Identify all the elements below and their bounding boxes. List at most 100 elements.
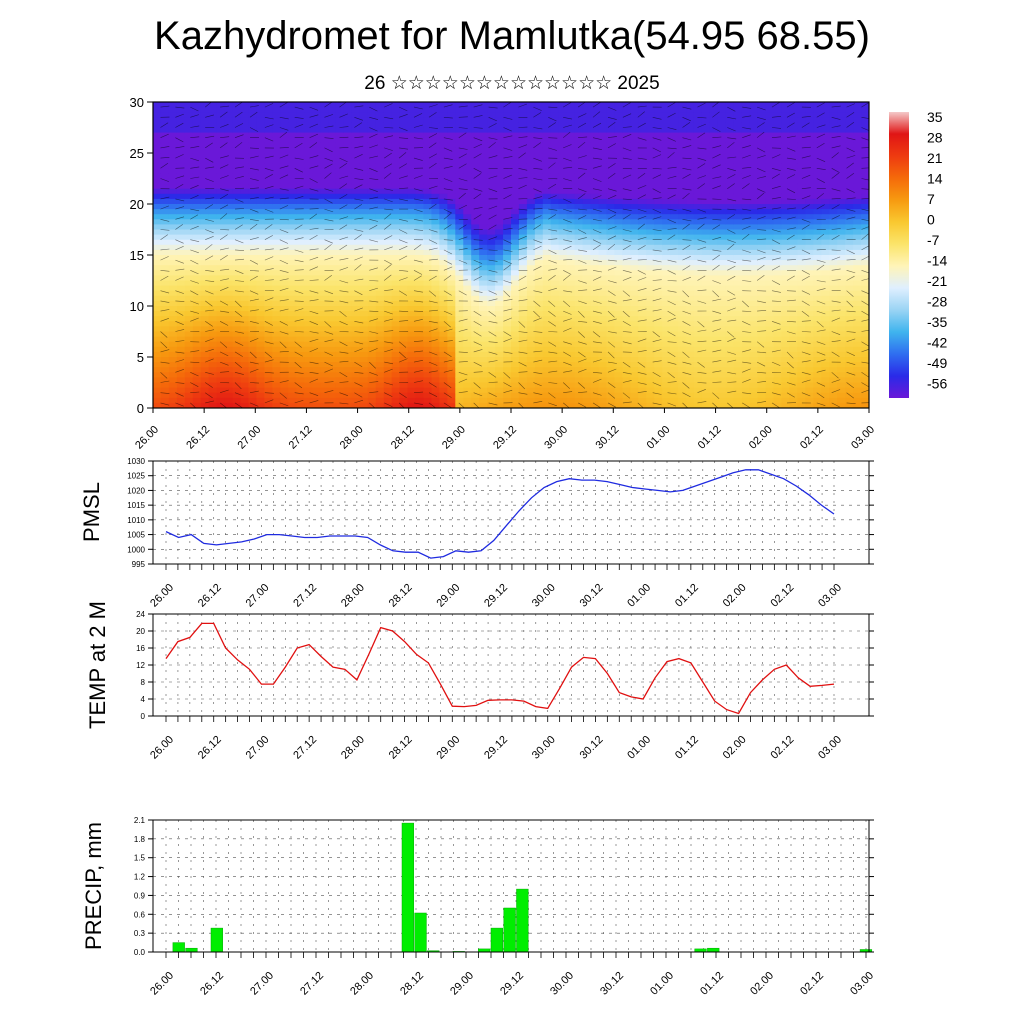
heatmap-cell [399,239,409,246]
heatmap-cell [304,173,313,180]
heatmap-cell [351,112,361,118]
heatmap-cell [550,132,560,139]
heatmap-cell [757,219,767,225]
heatmap-cell [296,107,305,113]
heatmap-cell [359,311,369,317]
heatmap-cell [574,326,584,333]
heatmap-cell [192,127,202,134]
heatmap-cell [733,372,743,378]
heatmap-cell [614,198,623,205]
heatmap-cell [471,112,480,118]
heatmap-cell [184,255,194,261]
heatmap-cell [590,122,600,129]
heatmap-cell [781,132,791,139]
heatmap-cell [343,387,353,394]
heatmap-cell [335,341,345,348]
heatmap-cell [558,163,568,169]
heatmap-cell [781,117,791,123]
heatmap-cell [701,147,711,154]
heatmap-cell [693,198,703,205]
heatmap-cell [312,193,321,200]
heatmap-cell [168,377,178,384]
heatmap-cell [741,229,751,236]
heatmap-cell [526,372,536,378]
heatmap-cell [582,214,592,220]
heatmap-cell [351,331,361,338]
heatmap-cell [367,168,377,174]
heatmap-cell [765,239,775,246]
heatmap-cell [749,357,759,363]
heatmap-cell [511,239,520,246]
heatmap-cell [479,336,488,343]
heatmap-cell [272,295,281,302]
heatmap-cell [455,239,464,246]
heatmap-cell [168,249,178,256]
heatmap-cell [765,127,775,134]
heatmap-cell [701,367,711,373]
heatmap-cell [359,275,369,282]
heatmap-cell [733,270,743,276]
heatmap-cell [415,229,425,236]
heatmap-cell [558,249,568,256]
heatmap-cell [407,234,417,241]
heatmap-cell [805,255,814,261]
heatmap-cell [622,132,631,139]
heatmap-cell [534,178,544,185]
heatmap-cell [558,229,568,236]
heatmap-cell [367,193,377,200]
heatmap-cell [423,341,433,348]
heatmap-cell [200,158,210,164]
heatmap-cell [638,183,647,190]
heatmap-cell [670,234,679,241]
heatmap-cell [678,137,687,144]
heatmap-cell [678,357,687,363]
heatmap-cell [733,132,743,139]
heatmap-cell [184,193,194,200]
heatmap-cell [375,382,385,389]
heatmap-cell [160,387,170,394]
heatmap-cell [797,102,806,108]
heatmap-cell [526,331,536,338]
heatmap-cell [320,153,329,159]
heatmap-cell [224,137,234,144]
heatmap-cell [678,168,687,174]
heatmap-cell [463,188,472,195]
heatmap-cell [518,209,528,215]
heatmap-cell [503,280,512,287]
heatmap-cell [534,127,544,134]
heatmap-cell [662,295,671,302]
heatmap-cell [439,336,448,343]
heatmap-cell [686,387,695,394]
heatmap-cell [455,336,464,343]
heatmap-cell [447,249,456,256]
heatmap-cell [168,198,178,205]
heatmap-cell [391,316,401,322]
heatmap-cell [789,107,798,113]
heatmap-cell [343,306,353,312]
heatmap-cell [320,300,329,307]
heatmap-cell [168,178,178,185]
heatmap-cell [359,397,369,404]
heatmap-cell [471,168,480,174]
heatmap-cell [168,382,178,389]
heatmap-cell [375,209,385,215]
heatmap-cell [781,336,791,343]
heatmap-cell [733,265,743,271]
heatmap-cell [272,214,281,220]
heatmap-cell [598,112,608,118]
heatmap-cell [423,158,433,164]
heatmap-cell [765,163,775,169]
heatmap-cell [264,336,273,343]
heatmap-cell [765,209,775,215]
heatmap-cell [495,239,504,246]
heatmap-cell [757,158,767,164]
heatmap-cell [733,392,743,399]
heatmap-cell [439,402,448,408]
heatmap-cell [455,249,464,256]
heatmap-cell [264,357,273,363]
heatmap-cell [328,392,337,399]
heatmap-cell [630,127,639,134]
heatmap-cell [670,260,679,266]
heatmap-cell [391,117,401,123]
heatmap-cell [797,183,806,190]
